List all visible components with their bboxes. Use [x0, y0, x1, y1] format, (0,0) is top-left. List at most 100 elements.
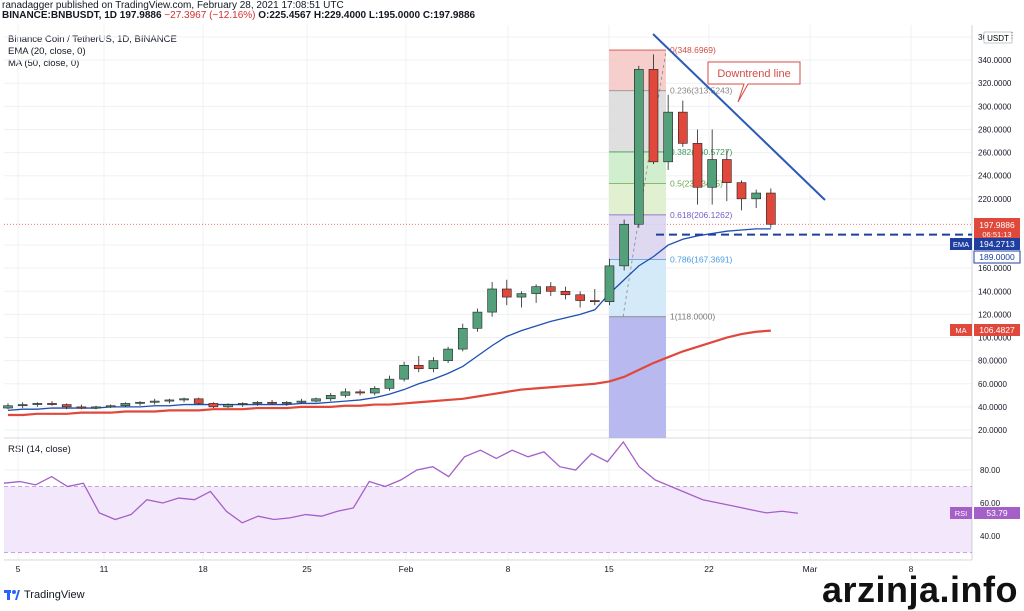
right-axis-labels: USDT ⋮ 197.9886 06:51:13 EMA 194.2713 18… — [950, 31, 1021, 519]
ma-legend[interactable]: MA (50, close, 0) — [8, 58, 80, 69]
candle[interactable] — [604, 258, 615, 306]
candle[interactable] — [281, 401, 292, 406]
callout-box[interactable] — [707, 61, 801, 103]
candle[interactable] — [17, 402, 28, 409]
candle[interactable] — [751, 189, 761, 209]
candle[interactable] — [736, 180, 747, 211]
date-axis: 5 11 18 25 Feb 8 15 22 Mar 8 — [16, 564, 914, 574]
candle[interactable] — [589, 288, 600, 306]
candle[interactable] — [76, 404, 87, 410]
price-tick: 60.0000 — [978, 380, 1007, 389]
candle[interactable] — [692, 129, 703, 205]
change-header: −27.3967 (−12.16%) — [164, 10, 256, 21]
candle[interactable] — [179, 397, 189, 403]
fib-level-label: 0(348.6969) — [670, 45, 716, 55]
candle[interactable] — [619, 219, 629, 271]
price-tick: 160.0000 — [978, 264, 1012, 273]
rsi-band — [4, 486, 972, 553]
candle-body — [32, 403, 43, 405]
candle[interactable] — [164, 398, 175, 404]
candle-body — [120, 403, 131, 407]
candle[interactable] — [384, 375, 395, 391]
candle-body — [443, 348, 453, 361]
candle[interactable] — [47, 401, 57, 406]
candle[interactable] — [120, 402, 131, 407]
candle[interactable] — [32, 402, 43, 407]
candle-body — [413, 364, 424, 370]
candle[interactable] — [91, 405, 101, 410]
tradingview-logo[interactable]: TradingView — [4, 589, 85, 601]
candle[interactable] — [208, 402, 219, 409]
price-pane[interactable] — [4, 25, 972, 438]
candle[interactable] — [560, 286, 571, 300]
candle[interactable] — [135, 401, 145, 406]
price-tick: 340.0000 — [978, 56, 1012, 65]
downtrend-line[interactable] — [652, 33, 826, 201]
candle[interactable] — [149, 398, 160, 405]
candle[interactable] — [501, 279, 512, 306]
candle[interactable] — [545, 282, 556, 296]
candle[interactable] — [487, 282, 497, 317]
candle[interactable] — [325, 393, 336, 402]
candle-body — [237, 403, 248, 405]
candle[interactable] — [634, 65, 644, 228]
ema-20-line[interactable] — [7, 228, 771, 411]
candle[interactable] — [531, 284, 541, 303]
ma-50-line[interactable] — [8, 329, 771, 417]
ema-legend[interactable]: EMA (20, close, 0) — [8, 46, 86, 57]
candle[interactable] — [575, 291, 585, 308]
candle[interactable] — [722, 150, 732, 202]
candle-body — [208, 403, 219, 408]
candle-body — [91, 406, 101, 409]
candle-body — [267, 401, 277, 404]
candle-body — [428, 360, 439, 370]
candle[interactable] — [413, 356, 424, 373]
candle[interactable] — [457, 323, 468, 352]
rsi-tick: 40.00 — [980, 532, 1001, 541]
candle[interactable] — [61, 403, 72, 410]
support-value-tag — [973, 250, 1021, 264]
candle[interactable] — [428, 357, 439, 373]
candle[interactable] — [223, 403, 233, 409]
rsi-legend[interactable]: RSI (14, close) — [8, 444, 71, 455]
candle[interactable] — [707, 129, 717, 205]
candle[interactable] — [399, 361, 409, 382]
candle[interactable] — [663, 94, 673, 170]
candle[interactable] — [678, 100, 688, 147]
candle[interactable] — [443, 346, 453, 363]
last-price-tag — [974, 218, 1020, 239]
candle-body — [545, 286, 556, 292]
price-tick: 260.0000 — [978, 149, 1012, 158]
candle[interactable] — [369, 386, 380, 396]
candle-body — [472, 311, 483, 329]
symbol-line: BINANCE:BNBUSDT, 1D — [2, 10, 118, 21]
ema-tag-label: EMA — [953, 240, 969, 249]
candle[interactable] — [516, 291, 527, 308]
candle[interactable] — [296, 398, 307, 404]
candle-body — [135, 401, 145, 404]
axis-menu-icon[interactable]: ⋮ — [1008, 31, 1016, 40]
candle[interactable] — [766, 188, 776, 228]
support-value: 189.0000 — [979, 252, 1015, 262]
candle[interactable] — [472, 308, 483, 332]
candle[interactable] — [311, 397, 321, 403]
candle[interactable] — [105, 404, 116, 409]
candle[interactable] — [237, 402, 248, 407]
currency-box[interactable] — [983, 31, 1013, 44]
candle[interactable] — [355, 389, 365, 396]
candle[interactable] — [252, 401, 263, 406]
candle[interactable] — [648, 54, 659, 165]
candle[interactable] — [340, 388, 351, 398]
rsi-line[interactable] — [3, 440, 799, 524]
candle[interactable] — [3, 403, 13, 410]
candle-body — [340, 391, 351, 396]
candle-body — [47, 403, 57, 405]
candle[interactable] — [193, 397, 204, 405]
fib-level-label: 0.786(167.3691) — [670, 255, 733, 265]
date-tick: 25 — [302, 564, 312, 574]
candle-body — [61, 404, 72, 408]
candle-body — [384, 378, 395, 389]
candle[interactable] — [267, 399, 277, 405]
chart-title[interactable]: Binance Coin / TetherUS, 1D, BINANCE — [8, 34, 177, 45]
